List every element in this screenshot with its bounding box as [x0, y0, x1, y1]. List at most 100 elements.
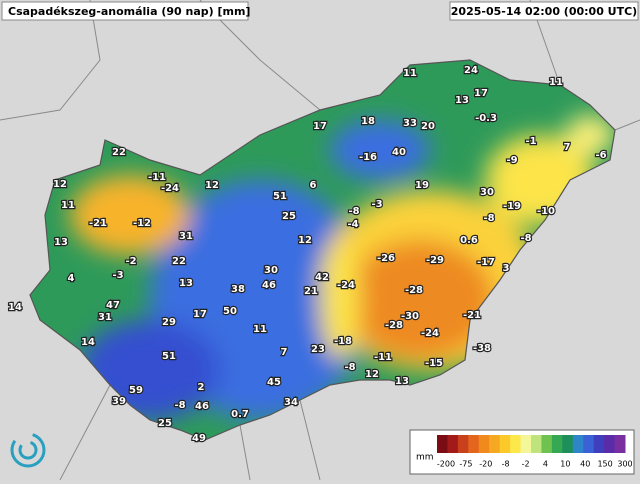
station-value: 19 [415, 180, 429, 191]
station-value: 46 [262, 280, 276, 291]
station-value: 21 [304, 286, 318, 297]
legend-unit: mm [416, 453, 434, 463]
station-value: 42 [315, 272, 329, 283]
station-value: 12 [298, 235, 312, 246]
legend-swatch [510, 435, 522, 453]
legend-swatch [604, 435, 616, 453]
station-value: 11 [253, 324, 267, 335]
station-value: 31 [98, 312, 112, 323]
station-value: 30 [480, 187, 494, 198]
legend-swatch [572, 435, 584, 453]
station-value: -8 [483, 213, 494, 224]
legend-tick-label: 40 [580, 460, 590, 469]
legend-swatch [593, 435, 605, 453]
station-value: 13 [179, 278, 193, 289]
station-value: 17 [474, 88, 488, 99]
station-value: 13 [54, 237, 68, 248]
station-value: 34 [284, 397, 298, 408]
legend: -200 -75 -20 -8 -2 4 10 40 150 300 [437, 435, 633, 469]
station-value: 6 [310, 180, 317, 191]
station-value: 2 [198, 382, 205, 393]
title-box [1, 1, 249, 21]
station-value: 12 [53, 179, 67, 190]
legend-swatch [437, 435, 448, 453]
station-value: 33 [403, 118, 417, 129]
station-value: -2 [125, 256, 136, 267]
station-value: -28 [405, 285, 423, 296]
legend-swatch [520, 435, 532, 453]
legend-tick-label: -75 [459, 460, 472, 469]
station-value: -8 [344, 362, 355, 373]
station-value: 38 [231, 284, 245, 295]
station-value: 40 [392, 147, 406, 158]
station-value: 14 [81, 337, 95, 348]
legend-tick-label: 150 [597, 460, 612, 469]
station-value: 51 [273, 191, 287, 202]
legend-swatch [531, 435, 542, 453]
station-value: 23 [311, 344, 325, 355]
station-value: -3 [112, 270, 123, 281]
legend-swatch [551, 435, 563, 453]
station-value: 7 [564, 142, 571, 153]
station-value: -29 [426, 255, 444, 266]
station-value: 51 [162, 351, 176, 362]
station-value: -21 [89, 218, 107, 229]
station-value: -1 [525, 136, 536, 147]
station-value: -24 [161, 183, 179, 194]
legend-tick-label: -2 [522, 460, 530, 469]
legend-tick-label: 10 [560, 460, 570, 469]
station-value: -38 [473, 343, 491, 354]
station-value: -17 [477, 257, 495, 268]
legend-swatch [447, 435, 459, 453]
station-value: 11 [403, 68, 417, 79]
station-value: 3 [503, 263, 510, 274]
station-value: -6 [595, 150, 606, 161]
title: Csapadékszeg-anomália (90 nap) [mm] [8, 5, 250, 18]
station-value: 18 [361, 116, 375, 127]
logo [10, 432, 46, 468]
station-value: 13 [455, 95, 469, 106]
station-value: -19 [503, 201, 521, 212]
station-value: 14 [8, 302, 22, 313]
station-value: 0.7 [231, 409, 249, 420]
station-value: 29 [162, 317, 176, 328]
station-value: 46 [195, 401, 209, 412]
legend-swatch [541, 435, 553, 453]
station-value: 24 [464, 65, 478, 76]
station-value: 59 [129, 385, 143, 396]
station-value: -4 [347, 219, 358, 230]
station-value: -18 [334, 336, 352, 347]
station-value: 0.6 [460, 235, 478, 246]
timestamp: 2025-05-14 02:00 (00:00 UTC) [451, 5, 637, 18]
station-value: 17 [313, 121, 327, 132]
station-value: 7 [281, 347, 288, 358]
legend-swatch [499, 435, 511, 453]
station-value: -9 [506, 155, 517, 166]
station-value: 20 [421, 121, 435, 132]
station-value: -8 [174, 400, 185, 411]
station-value: -15 [425, 358, 443, 369]
station-value: -11 [374, 352, 392, 363]
legend-swatch [489, 435, 501, 453]
legend-tick-label: -20 [479, 460, 492, 469]
legend-tick-label: 300 [617, 460, 632, 469]
legend-swatch [478, 435, 490, 453]
legend-tick-label: 4 [543, 460, 548, 469]
station-value: 39 [112, 396, 126, 407]
station-value: -30 [401, 311, 419, 322]
legend-swatch [614, 435, 626, 453]
station-value: -21 [463, 310, 481, 321]
station-value: 4 [68, 273, 75, 284]
station-value: -8 [520, 233, 531, 244]
station-value: 22 [112, 147, 126, 158]
legend-tick-label: -8 [502, 460, 510, 469]
station-value: 12 [205, 180, 219, 191]
station-value: 49 [192, 433, 206, 444]
legend-swatch [457, 435, 469, 453]
station-value: 11 [61, 200, 75, 211]
station-value: -3 [371, 199, 382, 210]
station-value: 12 [365, 369, 379, 380]
station-value: -24 [421, 328, 439, 339]
